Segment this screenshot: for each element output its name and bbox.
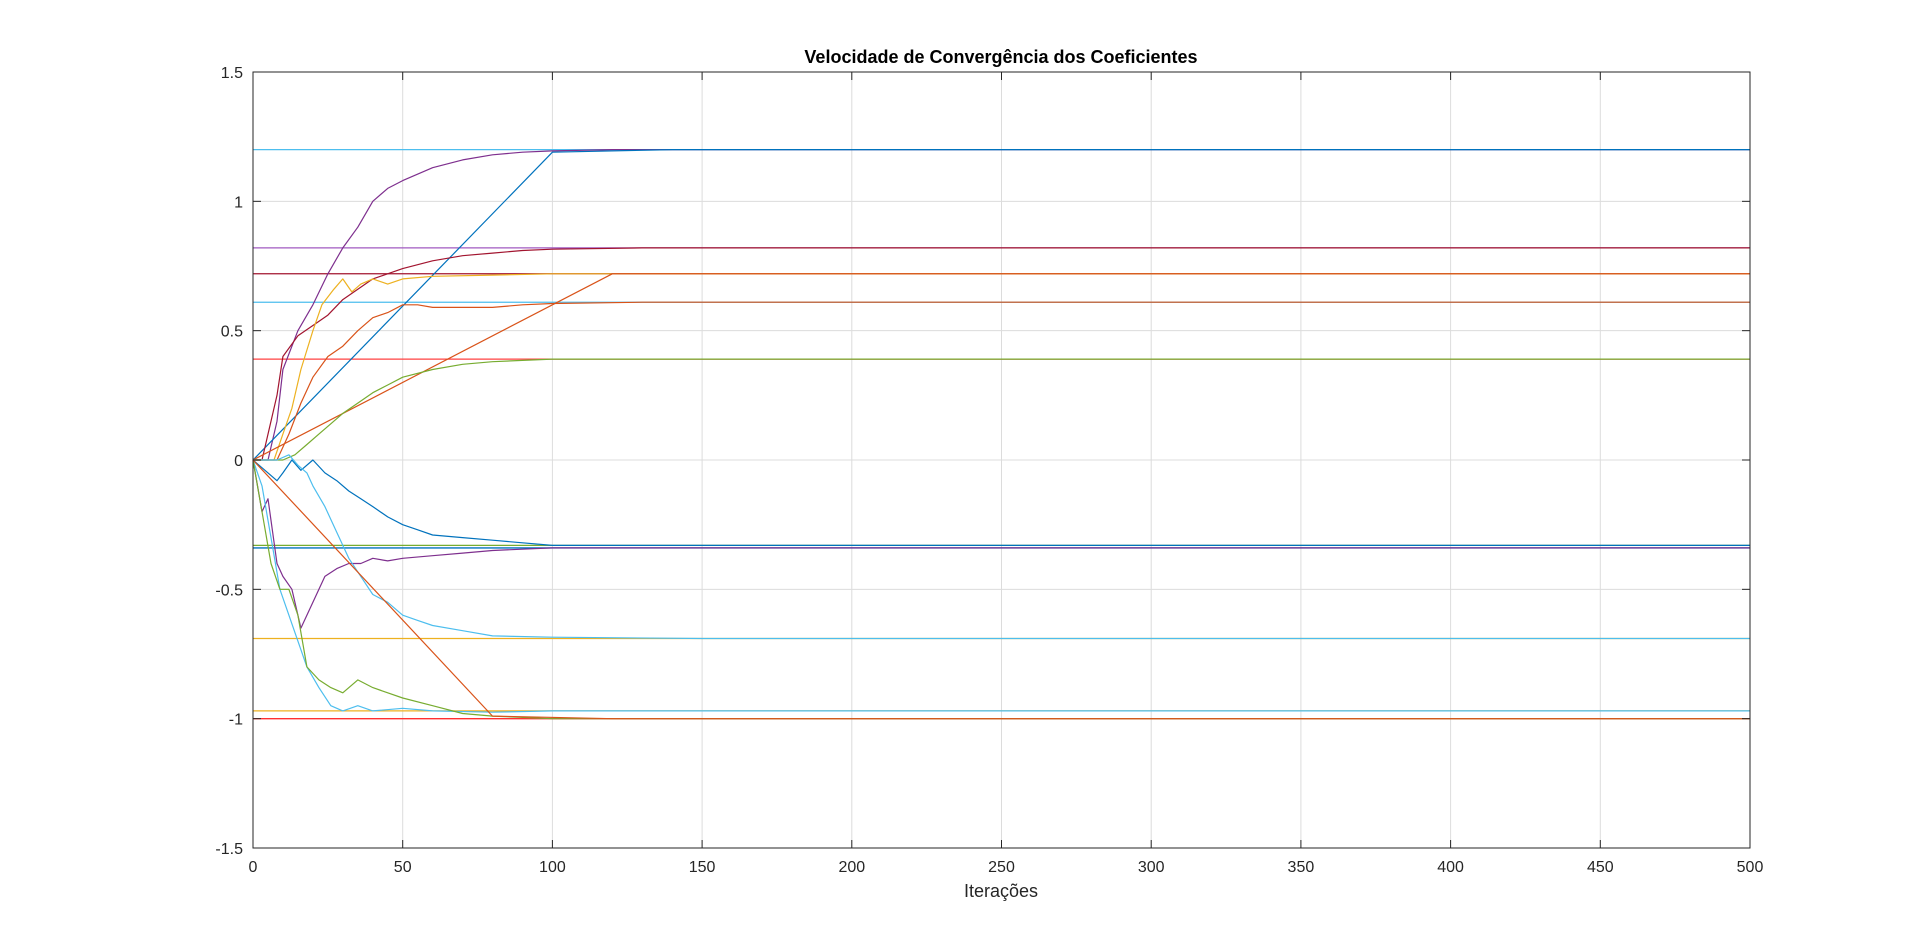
x-tick-label: 350 (1288, 859, 1315, 876)
series-line (253, 247, 1750, 461)
x-tick-label: 400 (1437, 859, 1464, 876)
x-axis-label: Iterações (964, 881, 1038, 901)
x-tick-label: 250 (988, 859, 1015, 876)
series-line (252, 459, 1750, 547)
series-line (252, 459, 1750, 629)
series-line (253, 454, 1750, 640)
y-tick-label: -1.5 (215, 841, 243, 858)
x-tick-label: 150 (689, 859, 716, 876)
y-tick-label: 0 (234, 453, 243, 470)
y-tick-label: -1 (229, 712, 243, 729)
x-tick-label: 50 (394, 859, 412, 876)
y-tick-label: 1 (234, 194, 243, 211)
series-line (253, 301, 1750, 461)
series-line (253, 273, 1750, 461)
x-tick-label: 300 (1138, 859, 1165, 876)
x-tick-label: 100 (539, 859, 566, 876)
y-tick-label: -0.5 (215, 582, 243, 599)
x-tick-label: 450 (1587, 859, 1614, 876)
series-line (252, 273, 1750, 461)
y-tick-label: 1.5 (221, 65, 243, 82)
series-line (252, 459, 1750, 720)
y-tick-label: 0.5 (221, 324, 243, 341)
series-line (252, 149, 1750, 461)
x-tick-label: 0 (249, 859, 258, 876)
series-line (253, 149, 1750, 461)
x-tick-label: 200 (838, 859, 865, 876)
axis-ticks: 0 50 100 150 200 250 300 350 400 450 500 -1.5 -1 -0.5… (215, 65, 1763, 876)
series-line (253, 358, 1750, 461)
series-line (252, 459, 1750, 720)
x-tick-label: 500 (1737, 859, 1764, 876)
series-lines (252, 149, 1750, 720)
chart-title: Velocidade de Convergência dos Coeficien… (804, 47, 1197, 67)
